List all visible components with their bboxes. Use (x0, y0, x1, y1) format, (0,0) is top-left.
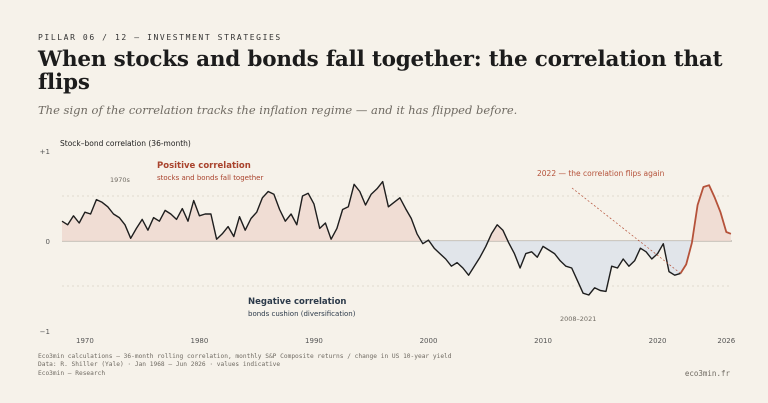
era-1970s-label: 1970s (110, 176, 131, 184)
site-url: eco3min.fr (684, 369, 730, 378)
negative-label-title: Negative correlation (248, 297, 347, 307)
x-tick-label: 1990 (305, 337, 323, 345)
y-tick-label: −1 (40, 328, 50, 336)
positive-area (488, 224, 508, 241)
era-2008-label: 2008–2021 (560, 315, 596, 323)
y-tick-label: 0 (46, 238, 50, 246)
source-line-2: Data: R. Shiller (Yale) · Jan 1968 – Jun… (38, 361, 281, 369)
source-line-1: Eco3min calculations — 36-month rolling … (38, 353, 452, 360)
page-subtitle: The sign of the correlation tracks the i… (38, 103, 518, 117)
x-tick-label: 2010 (534, 337, 552, 345)
negative-label-sub: bonds cushion (diversification) (248, 310, 356, 318)
series-line-2022-flip (679, 184, 732, 274)
x-tick-label: 1970 (76, 337, 94, 345)
area-layer (62, 181, 731, 295)
positive-area (692, 185, 731, 241)
series-line (61, 180, 681, 296)
positive-label-sub: stocks and bonds fall together (157, 174, 263, 182)
source-note: Eco3min calculations — 36-month rolling … (38, 353, 452, 378)
flip-annotation: 2022 — the correlation flips again (537, 169, 665, 178)
positive-area (62, 181, 422, 241)
chart-title: Stock–bond correlation (36-month) (60, 139, 191, 148)
flip-leader-line (571, 187, 681, 274)
brand: Eco3min — Research (38, 369, 106, 377)
x-tick-label: 1980 (191, 337, 209, 345)
y-tick-label: +1 (40, 148, 50, 156)
positive-label-title: Positive correlation (157, 161, 251, 171)
x-tick-label: 2000 (420, 337, 438, 345)
axis-layer: +1 0 −1 1970 1980 1990 2000 2010 2020 2026 (40, 148, 736, 345)
x-tick-label: 2026 (717, 337, 735, 345)
page-title: When stocks and bonds fall together: the… (38, 47, 723, 95)
x-tick-label: 2020 (649, 337, 667, 345)
correlation-chart: +1 0 −1 1970 1980 1990 2000 2010 2020 2026 Stock–… (40, 139, 736, 345)
eyebrow: PILLAR 06 / 12 — INVESTMENT STRATEGIES (38, 33, 282, 42)
negative-area (507, 241, 693, 295)
line-layer (61, 180, 732, 296)
